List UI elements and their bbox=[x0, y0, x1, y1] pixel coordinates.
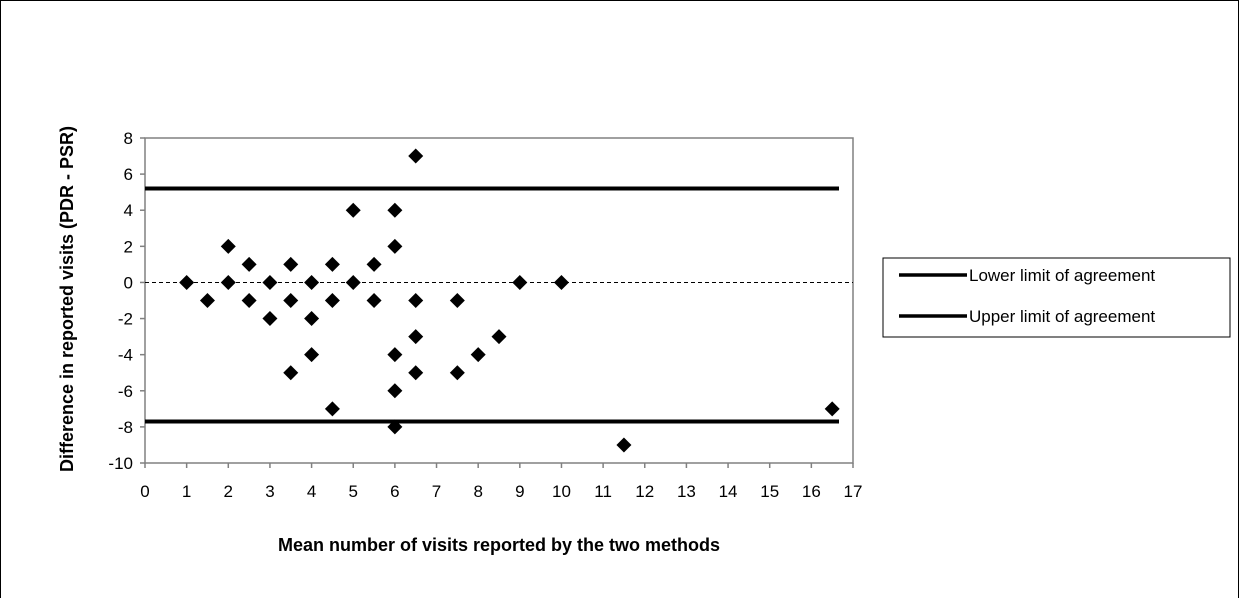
x-tick-label: 17 bbox=[844, 482, 863, 501]
data-point bbox=[283, 365, 299, 381]
data-point bbox=[304, 347, 320, 363]
data-point bbox=[220, 274, 236, 290]
data-point bbox=[345, 202, 361, 218]
data-point bbox=[220, 238, 236, 254]
data-point bbox=[199, 293, 215, 308]
data-point bbox=[387, 238, 403, 254]
y-tick-label: -10 bbox=[108, 454, 133, 473]
y-tick-label: 2 bbox=[124, 237, 133, 256]
y-tick-labels: 8 6 4 2 0 -2 -4 -6 -8 -10 bbox=[108, 129, 133, 473]
y-tick-label: 4 bbox=[124, 201, 133, 220]
x-tick-label: 7 bbox=[432, 482, 441, 501]
x-tick-label: 11 bbox=[594, 482, 612, 501]
x-tick-label: 13 bbox=[677, 482, 696, 501]
data-point bbox=[262, 311, 278, 327]
data-point bbox=[304, 311, 320, 327]
data-point bbox=[345, 274, 361, 290]
data-point bbox=[241, 256, 257, 272]
x-tick-label: 6 bbox=[390, 482, 399, 501]
data-point bbox=[262, 274, 278, 290]
y-tick-label: 6 bbox=[124, 165, 133, 184]
y-tick-label: -8 bbox=[118, 418, 133, 437]
y-tick-label: 8 bbox=[124, 129, 133, 148]
plot-area bbox=[144, 137, 854, 464]
data-point bbox=[553, 274, 569, 290]
data-point bbox=[408, 365, 424, 381]
x-tick-label: 1 bbox=[182, 482, 191, 501]
data-point bbox=[449, 293, 465, 308]
data-point bbox=[366, 293, 382, 308]
data-point bbox=[408, 329, 424, 345]
legend: Lower limit of agreement Upper limit of … bbox=[882, 257, 1231, 338]
data-point bbox=[283, 256, 299, 272]
x-tick-label: 8 bbox=[473, 482, 482, 501]
tick-marks bbox=[140, 137, 854, 468]
legend-label-lower: Lower limit of agreement bbox=[969, 266, 1155, 285]
x-tick-labels: 0 1 2 3 4 5 6 7 8 9 10 11 12 13 14 15 16 17 bbox=[140, 482, 862, 501]
data-point bbox=[491, 329, 507, 345]
y-tick-label: -2 bbox=[118, 310, 133, 329]
data-point bbox=[387, 347, 403, 363]
data-point bbox=[387, 419, 403, 435]
data-point bbox=[366, 256, 382, 272]
x-tick-label: 4 bbox=[307, 482, 316, 501]
y-tick-label: 0 bbox=[124, 273, 133, 292]
y-axis-title: Difference in reported visits (PDR - PSR… bbox=[57, 126, 77, 472]
data-point bbox=[824, 401, 840, 417]
data-point bbox=[324, 256, 340, 272]
x-tick-label: 15 bbox=[760, 482, 779, 501]
x-tick-label: 12 bbox=[635, 482, 654, 501]
data-point bbox=[408, 148, 424, 164]
x-tick-label: 9 bbox=[515, 482, 524, 501]
data-point bbox=[512, 274, 528, 290]
x-tick-label: 2 bbox=[224, 482, 233, 501]
data-point bbox=[387, 202, 403, 218]
y-tick-label: -4 bbox=[118, 346, 133, 365]
data-point bbox=[304, 274, 320, 290]
data-point bbox=[387, 383, 403, 399]
data-point bbox=[470, 347, 486, 363]
x-tick-label: 0 bbox=[140, 482, 149, 501]
data-point bbox=[408, 293, 424, 308]
legend-box bbox=[882, 257, 1231, 338]
legend-label-upper: Upper limit of agreement bbox=[969, 307, 1155, 326]
data-points bbox=[179, 148, 840, 453]
data-point bbox=[449, 365, 465, 381]
limit-lines bbox=[145, 186, 839, 424]
data-point bbox=[324, 293, 340, 308]
x-tick-label: 14 bbox=[719, 482, 738, 501]
x-tick-label: 10 bbox=[552, 482, 571, 501]
data-point bbox=[179, 274, 195, 290]
data-point bbox=[241, 293, 257, 308]
x-tick-label: 5 bbox=[349, 482, 358, 501]
data-point bbox=[616, 437, 632, 453]
data-point bbox=[324, 401, 340, 417]
y-tick-label: -6 bbox=[118, 382, 133, 401]
data-point bbox=[283, 293, 299, 308]
x-tick-label: 16 bbox=[802, 482, 821, 501]
x-tick-label: 3 bbox=[265, 482, 274, 501]
x-axis-title: Mean number of visits reported by the tw… bbox=[278, 535, 720, 555]
